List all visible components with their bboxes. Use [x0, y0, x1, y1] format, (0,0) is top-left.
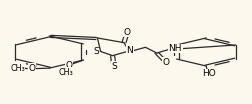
Text: HO: HO: [201, 69, 215, 78]
Text: O: O: [65, 61, 72, 70]
Text: S: S: [93, 48, 99, 56]
Text: CH₃: CH₃: [10, 64, 25, 73]
Text: N: N: [126, 46, 133, 55]
Text: CH₃: CH₃: [58, 67, 73, 77]
Text: S: S: [111, 62, 116, 71]
Text: O: O: [162, 58, 169, 67]
Text: O: O: [29, 64, 36, 73]
Text: NH: NH: [168, 44, 181, 53]
Text: O: O: [123, 28, 130, 37]
